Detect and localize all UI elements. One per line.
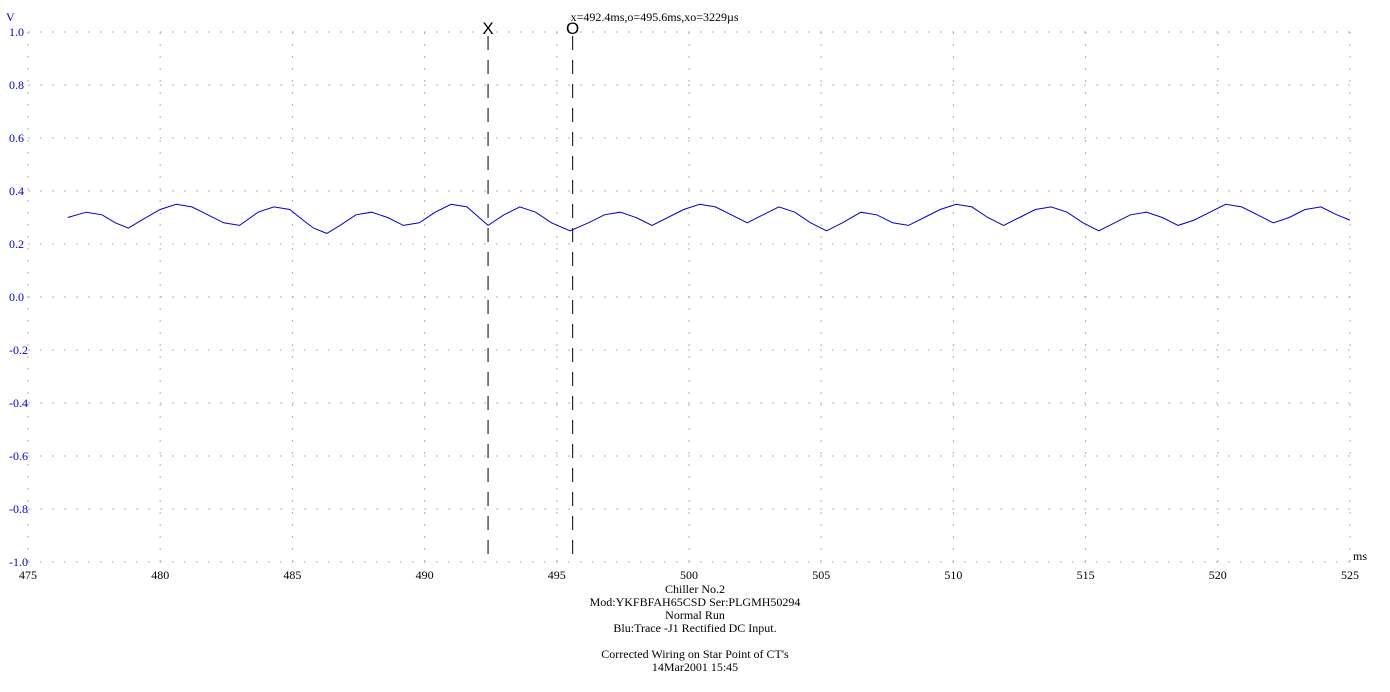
y-tick-label: 0.0 [9,290,24,304]
chart-plot: 1.0 0.8 0.6 0.4 0.2 0.0 -0.2 -0.4 -0.6 -0.8 -1.0 4… [6,10,1367,582]
y-tick-label: 0.8 [9,78,24,92]
x-axis-unit-label: ms [1353,549,1367,563]
y-tick-label: -1.0 [9,555,28,569]
cursor-marker-x[interactable]: X [482,19,493,38]
y-tick-label: -0.6 [9,449,28,463]
caption-line-7: 14Mar2001 15:45 [651,660,739,674]
y-axis-tick-labels: 1.0 0.8 0.6 0.4 0.2 0.0 -0.2 -0.4 -0.6 -0.8 -1.0 [9,25,28,569]
caption-line-4: Blu:Trace -J1 Rectified DC Input. [613,621,777,635]
y-tick-label: -0.2 [9,343,28,357]
x-tick-label: 515 [1077,568,1095,582]
y-tick-label: 0.6 [9,131,24,145]
x-axis-tick-labels: 475 480 485 490 495 500 505 510 515 520 525 [19,568,1359,582]
caption-line-1: Chiller No.2 [665,582,725,596]
chart-grid [27,31,1351,563]
x-tick-label: 510 [944,568,962,582]
chart-captions: Chiller No.2 Mod:YKFBFAH65CSD Ser:PLGMH5… [0,583,1390,674]
x-tick-label: 495 [548,568,566,582]
x-tick-label: 480 [151,568,169,582]
series-line-0 [67,203,1351,234]
y-tick-label: 0.2 [9,237,24,251]
y-tick-label: 0.4 [9,184,24,198]
caption-line-2: Mod:YKFBFAH65CSD Ser:PLGMH50294 [589,595,801,609]
cursor-marker-o[interactable]: O [566,19,579,38]
x-tick-label: 490 [416,568,434,582]
caption-line-3: Normal Run [665,608,725,622]
y-tick-label: -0.4 [9,396,28,410]
x-tick-label: 525 [1341,568,1359,582]
x-tick-label: 485 [283,568,301,582]
x-tick-label: 500 [680,568,698,582]
y-axis-unit-label: V [6,10,15,24]
caption-line-6: Corrected Wiring on Star Point of CT's [601,647,789,661]
y-tick-label: 1.0 [9,25,24,39]
series-group [67,203,1351,234]
cursor-readout: x=492.4ms,o=495.6ms,xo=3229µs [571,10,739,24]
x-tick-label: 505 [812,568,830,582]
x-tick-label: 475 [19,568,37,582]
x-tick-label: 520 [1209,568,1227,582]
y-tick-label: -0.8 [9,502,28,516]
